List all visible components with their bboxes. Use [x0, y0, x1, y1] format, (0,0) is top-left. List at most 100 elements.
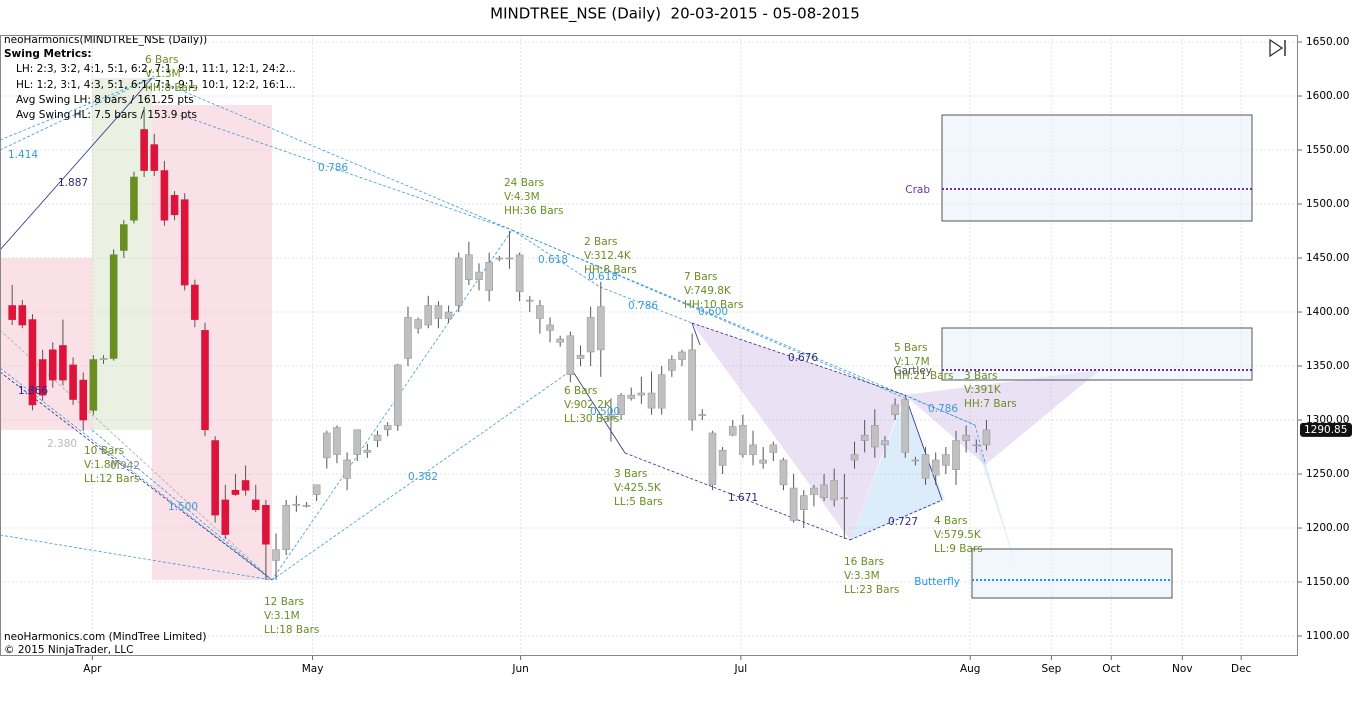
candle-body — [201, 330, 209, 431]
candle-body — [759, 459, 767, 464]
candle-body — [911, 459, 920, 462]
x-tick-label: Apr — [83, 663, 102, 675]
ratio-label: 0.786 — [318, 162, 348, 174]
candle-body — [820, 484, 828, 499]
swing-label: LL:30 Bars — [564, 413, 619, 425]
ratio-label: 1.866 — [18, 385, 48, 397]
candle-body — [353, 429, 362, 455]
swing-label: 3 Bars — [964, 370, 997, 382]
swing-label: V:391K — [964, 384, 1002, 396]
y-tick-label: 1200.00 — [1306, 522, 1349, 534]
pattern-shade — [905, 370, 1100, 465]
swing-label: LL:23 Bars — [844, 584, 899, 596]
candle-body — [363, 449, 372, 453]
candle-body — [668, 359, 676, 371]
candle-body — [607, 414, 615, 421]
candle-body — [302, 505, 311, 507]
ratio-label: 0.618 — [588, 271, 618, 283]
candle-body — [840, 497, 849, 500]
y-tick-label: 1350.00 — [1306, 360, 1349, 372]
candle-body — [38, 359, 47, 396]
candle-body — [59, 345, 67, 381]
candle-body — [678, 351, 686, 360]
candle-body — [89, 359, 98, 411]
candle-body — [434, 305, 443, 319]
swing-label: V:1.8M — [84, 459, 120, 471]
fib-line — [271, 229, 513, 581]
swing-label: LL:9 Bars — [934, 543, 983, 555]
y-tick-label: 1250.00 — [1306, 468, 1349, 480]
x-tick-label: Sep — [1041, 663, 1061, 675]
swing-label: 16 Bars — [844, 556, 884, 568]
x-tick-label: Dec — [1231, 663, 1252, 675]
footer-text: © 2015 NinjaTrader, LLC — [4, 644, 133, 656]
x-tick-label: May — [302, 663, 324, 675]
swing-label: HH:7 Bars — [964, 398, 1017, 410]
candle-body — [333, 427, 341, 455]
candle-body — [789, 487, 798, 521]
candle-body — [525, 299, 534, 302]
pattern-label: Butterfly — [914, 576, 960, 588]
swing-label: V:425.5K — [614, 482, 662, 494]
candle-body — [394, 364, 402, 426]
candle-body — [657, 374, 666, 409]
x-tick-label: Nov — [1172, 663, 1193, 675]
swing-label: V:749.8K — [684, 285, 732, 297]
ratio-label: 0.618 — [538, 254, 568, 266]
swing-label: LL:5 Bars — [614, 496, 663, 508]
fib-line — [0, 367, 273, 581]
candle-body — [931, 459, 940, 476]
chart-title: MINDTREE_NSE (Daily) 20-03-2015 - 05-08-… — [490, 5, 860, 24]
candle-body — [779, 459, 788, 486]
y-tick-label: 1550.00 — [1306, 144, 1349, 156]
candle-body — [637, 392, 646, 396]
candle-body — [891, 404, 899, 415]
candle-body — [282, 505, 290, 550]
fib-line — [691, 322, 906, 396]
background-layer — [0, 35, 1298, 656]
fib-line — [0, 77, 153, 251]
fib-line — [571, 369, 626, 454]
swing-label: LL:12 Bars — [84, 473, 139, 485]
last-price-box — [1300, 422, 1352, 437]
candle-body — [48, 349, 57, 381]
swing-zone — [0, 258, 92, 430]
fib-line — [271, 369, 573, 581]
candle-body — [688, 349, 696, 421]
fib-line — [0, 534, 273, 581]
swing-label: 5 Bars — [894, 342, 927, 354]
candle-body — [485, 262, 493, 291]
candle-body — [140, 129, 148, 171]
indicator-name: neoHarmonics(MINDTREE_NSE (Daily)) — [4, 34, 207, 46]
candle-body — [444, 311, 453, 319]
fib-line — [511, 229, 976, 426]
candle-body — [647, 392, 656, 409]
swing-label: LL:18 Bars — [264, 624, 319, 636]
candle-body — [850, 454, 859, 461]
fib-line — [904, 394, 976, 426]
candle-body — [495, 257, 504, 260]
candle-body — [241, 480, 250, 491]
candle-body — [617, 394, 625, 415]
fib-line — [511, 229, 601, 288]
candle-body — [799, 495, 808, 510]
swing-label: 3 Bars — [614, 468, 647, 480]
candle-body — [292, 503, 301, 506]
metrics-title: Swing Metrics: — [4, 48, 92, 60]
swing-label: 12 Bars — [264, 596, 304, 608]
swing-label: V:4.3M — [504, 191, 540, 203]
x-tick-label: Jul — [734, 663, 748, 675]
candle-body — [515, 254, 524, 292]
x-tick-label: Aug — [960, 663, 981, 675]
swing-label: 24 Bars — [504, 177, 544, 189]
candle-body — [698, 414, 707, 416]
candle-body — [952, 440, 960, 471]
candle-body — [586, 317, 595, 353]
fib-line — [691, 322, 701, 346]
candle-body — [627, 394, 636, 399]
candle-body — [383, 425, 392, 431]
candle-body — [566, 335, 575, 375]
candle-body — [262, 505, 270, 545]
swing-label: 7 Bars — [684, 271, 717, 283]
